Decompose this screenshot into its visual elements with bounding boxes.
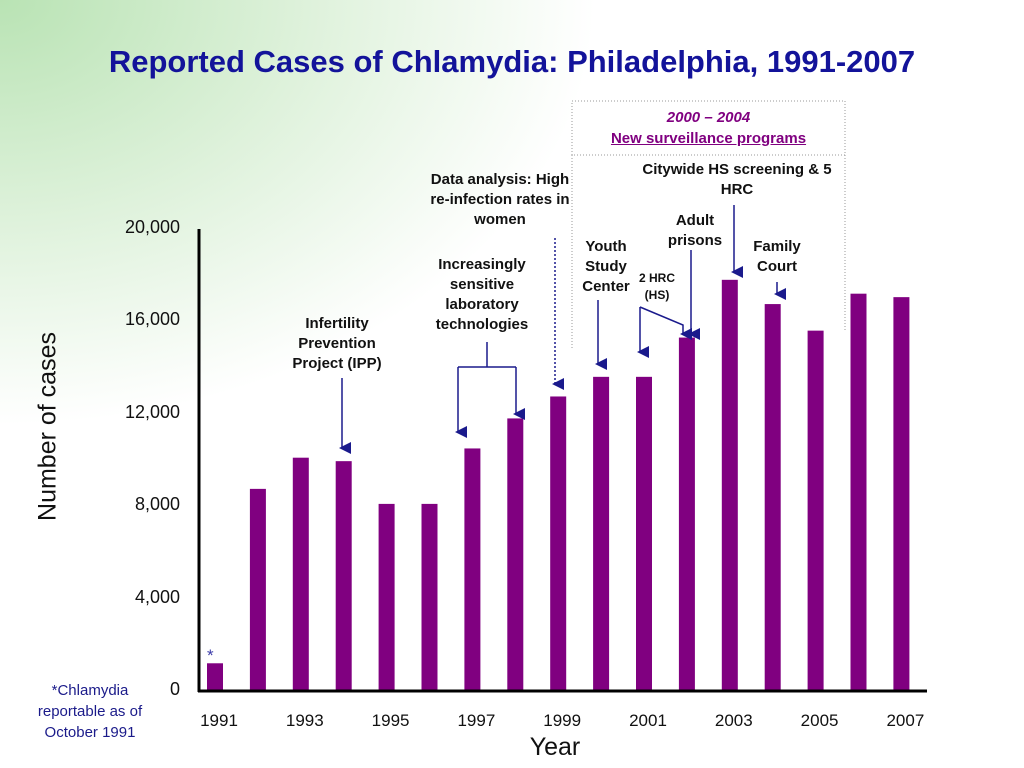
y-tick-label: 20,000 <box>124 217 180 237</box>
box-title: New surveillance programs <box>610 130 807 147</box>
bar-1999 <box>550 396 567 691</box>
bar-2004 <box>764 304 781 691</box>
x-tick-label: 1995 <box>371 711 410 730</box>
x-tick-label: 2005 <box>800 711 839 730</box>
bar-2005 <box>807 330 824 691</box>
bar-1997 <box>464 448 481 691</box>
x-tick-label: 1997 <box>457 711 496 730</box>
y-tick-label: 8,000 <box>134 494 180 515</box>
x-tick-label: 2003 <box>714 711 753 730</box>
annotation-lab: Increasingly sensitive laboratory techno… <box>435 256 529 333</box>
chart-title: Reported Cases of Chlamydia: Philadelphi… <box>108 44 916 79</box>
bar-2002 <box>678 337 695 691</box>
y-tick-label: 12,000 <box>124 401 180 422</box>
annotation-family: Family Court <box>753 238 801 275</box>
surveillance-box <box>571 100 846 350</box>
x-tick-label: 1999 <box>543 711 582 730</box>
x-axis-label: Year <box>529 733 581 761</box>
bar-1995 <box>378 503 395 691</box>
y-tick-label: 16,000 <box>124 309 180 330</box>
bar-1991 <box>207 663 223 691</box>
bar-2001 <box>636 376 652 691</box>
bar-1998 <box>507 418 524 691</box>
annotation-data-analysis: Data analysis: High re-infection rates i… <box>430 171 570 228</box>
bar-2003 <box>721 279 738 691</box>
bar-1992 <box>249 488 266 691</box>
bar-2007 <box>893 297 910 691</box>
bar-1994 <box>335 461 352 691</box>
x-tick-label: 2007 <box>886 711 925 730</box>
lab-bracket <box>458 342 516 368</box>
annotation-youth: Youth Study Center <box>582 238 630 295</box>
bar-1993 <box>292 457 309 691</box>
y-tick-label: 0 <box>169 679 180 699</box>
footnote: *Chlamydia reportable as of October 1991 <box>37 682 143 741</box>
x-tick-label: 1991 <box>200 711 238 730</box>
annotation-ipp: Infertility Prevention Project (IPP) <box>292 315 382 372</box>
bar-1996 <box>421 503 438 691</box>
bar-1991-marker: * <box>207 646 214 665</box>
annotation-citywide: Citywide HS screening & 5 HRC <box>642 161 832 198</box>
x-tick-label: 1993 <box>285 711 324 730</box>
bar-2000 <box>593 376 610 691</box>
y-axis-label: Number of cases <box>33 332 62 521</box>
box-years: 2000 – 2004 <box>666 109 751 126</box>
annotation-2hrc: 2 HRC (HS) <box>638 271 675 302</box>
x-tick-label: 2001 <box>629 711 667 730</box>
annotation-adult: Adult prisons <box>667 212 723 249</box>
y-tick-label: 4,000 <box>134 586 180 607</box>
bar-2006 <box>850 293 867 691</box>
